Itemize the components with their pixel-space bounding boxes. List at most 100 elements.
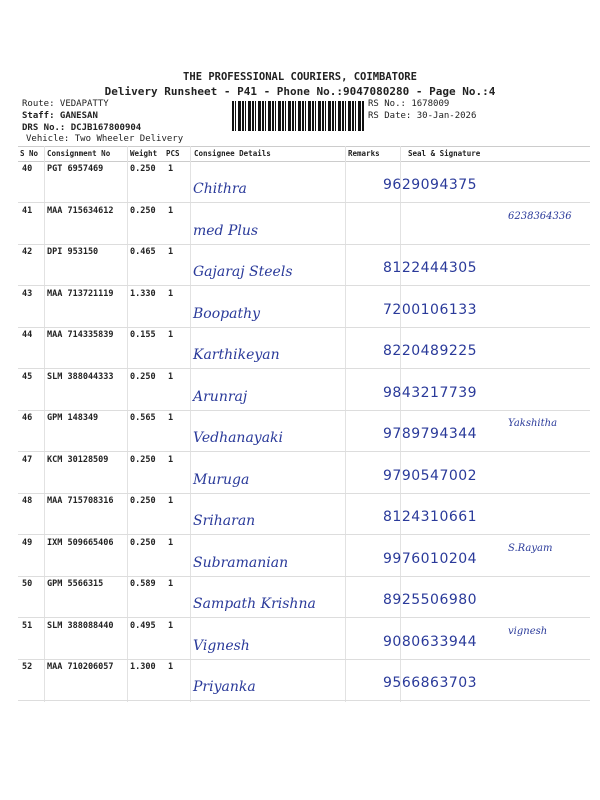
consignee-name: Boopathy: [193, 305, 261, 322]
signature: Yakshitha: [508, 418, 558, 429]
receiver-phone: 8124310661: [383, 509, 478, 525]
cell-sno: 45: [22, 371, 33, 382]
cell-sno: 41: [22, 205, 33, 216]
col-pcs: PCS: [166, 149, 180, 158]
column-divider: [190, 146, 191, 702]
cell-weight: 0.565: [130, 413, 156, 423]
table-row: 44 MAA 714335839 0.155 1 Karthikeyan 82204892…: [18, 327, 590, 369]
vehicle: Vehicle: Two Wheeler Delivery: [26, 134, 184, 144]
consignee-name: Karthikeyan: [193, 347, 280, 363]
cell-pcs: 1: [168, 330, 174, 340]
cell-sno: 40: [22, 164, 33, 174]
cell-cn: SLM 388088440: [47, 620, 114, 631]
consignee-name: med Plus: [193, 222, 259, 239]
consignee-name: Chithra: [193, 181, 247, 197]
cell-cn: GPM 5566315: [47, 579, 104, 589]
cell-pcs: 1: [168, 579, 174, 589]
consignee-name: Priyanka: [193, 679, 256, 695]
cell-sno: 48: [22, 496, 33, 506]
col-weight: Weight: [130, 149, 158, 158]
cell-cn: PGT 6957469: [47, 164, 104, 174]
col-sno: S No: [20, 149, 39, 158]
table-row: 46 GPM 148349 0.565 1 Vedhanayaki 9789794344 Y…: [18, 410, 590, 452]
cell-pcs: 1: [168, 288, 174, 299]
signature: S.Rayam: [508, 542, 553, 554]
receiver-phone: 7200106133: [383, 301, 478, 318]
table-row: 48 MAA 715708316 0.250 1 Sriharan 8124310661: [18, 493, 590, 535]
table-row: 43 MAA 713721119 1.330 1 Boopathy 7200106133: [18, 286, 590, 328]
table-row: 51 SLM 388088440 0.495 1 Vignesh 9080633944 vi…: [18, 618, 590, 660]
cell-sno: 52: [22, 662, 33, 672]
consignee-name: Arunraj: [193, 388, 248, 405]
consignee-name: Sriharan: [193, 513, 256, 529]
rs-no: RS No.: 1678009: [368, 99, 450, 109]
cell-pcs: 1: [168, 620, 174, 631]
cell-sno: 49: [22, 537, 33, 548]
cell-pcs: 1: [168, 537, 174, 548]
table-row: 49 IXM 509665406 0.250 1 Subramanian 99760102…: [18, 535, 590, 577]
cell-cn: MAA 713721119: [47, 288, 114, 299]
barcode: [232, 101, 364, 131]
cell-cn: GPM 148349: [47, 413, 99, 423]
signature: 6238364336: [508, 210, 572, 222]
cell-pcs: 1: [168, 371, 174, 382]
consignee-name: Sampath Krishna: [193, 596, 316, 612]
staff: Staff: GANESAN: [22, 111, 98, 121]
receiver-phone: 8122444305: [383, 260, 478, 276]
col-seal: Seal & Signature: [408, 149, 481, 158]
table-row: 40 PGT 6957469 0.250 1 Chithra 9629094375: [18, 161, 590, 203]
receiver-phone: 9790547002: [383, 467, 478, 484]
column-divider: [127, 146, 128, 702]
cell-weight: 0.250: [130, 496, 156, 506]
cell-pcs: 1: [168, 247, 174, 257]
cell-cn: MAA 715708316: [47, 496, 114, 506]
consignee-name: Vignesh: [193, 637, 250, 654]
consignee-name: Gajaraj Steels: [193, 264, 293, 280]
cell-pcs: 1: [168, 454, 174, 465]
receiver-phone: 8220489225: [383, 343, 478, 359]
cell-cn: KCM 30128509: [47, 454, 109, 465]
runsheet-subtitle: Delivery Runsheet - P41 - Phone No.:9047…: [104, 85, 496, 98]
table-row: 42 DPI 953150 0.465 1 Gajaraj Steels 81224443…: [18, 244, 590, 286]
column-divider: [44, 146, 45, 702]
cell-weight: 0.465: [130, 247, 156, 257]
company-title: THE PROFESSIONAL COURIERS, COIMBATORE: [183, 71, 417, 83]
table-row: 47 KCM 30128509 0.250 1 Muruga 9790547002: [18, 452, 590, 494]
cell-weight: 0.250: [130, 537, 156, 548]
receiver-phone: 9566863703: [383, 675, 478, 691]
route: Route: VEDAPATTY: [22, 99, 109, 109]
cell-pcs: 1: [168, 205, 174, 216]
consignee-name: Muruga: [193, 471, 250, 488]
cell-cn: MAA 715634612: [47, 205, 114, 216]
cell-pcs: 1: [168, 496, 174, 506]
cell-pcs: 1: [168, 662, 174, 672]
cell-weight: 1.300: [130, 662, 156, 672]
table-row: 41 MAA 715634612 0.250 1 med Plus 6238364336: [18, 203, 590, 245]
column-divider: [345, 146, 346, 702]
column-divider: [400, 146, 401, 702]
cell-weight: 0.250: [130, 205, 156, 216]
col-consignment: Consignment No: [47, 149, 111, 158]
receiver-phone: 9843217739: [383, 384, 478, 401]
cell-sno: 51: [22, 620, 33, 631]
cell-weight: 1.330: [130, 288, 156, 299]
consignee-name: Subramanian: [193, 554, 289, 571]
cell-sno: 46: [22, 413, 33, 423]
drs-no: DRS No.: DCJB167800904: [22, 123, 142, 133]
cell-cn: DPI 953150: [47, 247, 99, 257]
cell-cn: MAA 714335839: [47, 330, 114, 340]
cell-pcs: 1: [168, 413, 174, 423]
col-consignee: Consignee Details: [194, 149, 271, 158]
receiver-phone: 8925506980: [383, 592, 478, 608]
cell-weight: 0.495: [130, 620, 156, 631]
cell-sno: 42: [22, 247, 33, 257]
cell-weight: 0.250: [130, 164, 156, 174]
table-row: 50 GPM 5566315 0.589 1 Sampath Krishna 892550…: [18, 576, 590, 618]
cell-cn: SLM 388044333: [47, 371, 114, 382]
table-row: 45 SLM 388044333 0.250 1 Arunraj 9843217739: [18, 369, 590, 411]
receiver-phone: 9789794344: [383, 426, 478, 442]
cell-pcs: 1: [168, 164, 174, 174]
cell-sno: 44: [22, 330, 33, 340]
cell-weight: 0.250: [130, 454, 156, 465]
table-header: S No Consignment No Weight PCS Consignee…: [18, 146, 590, 162]
